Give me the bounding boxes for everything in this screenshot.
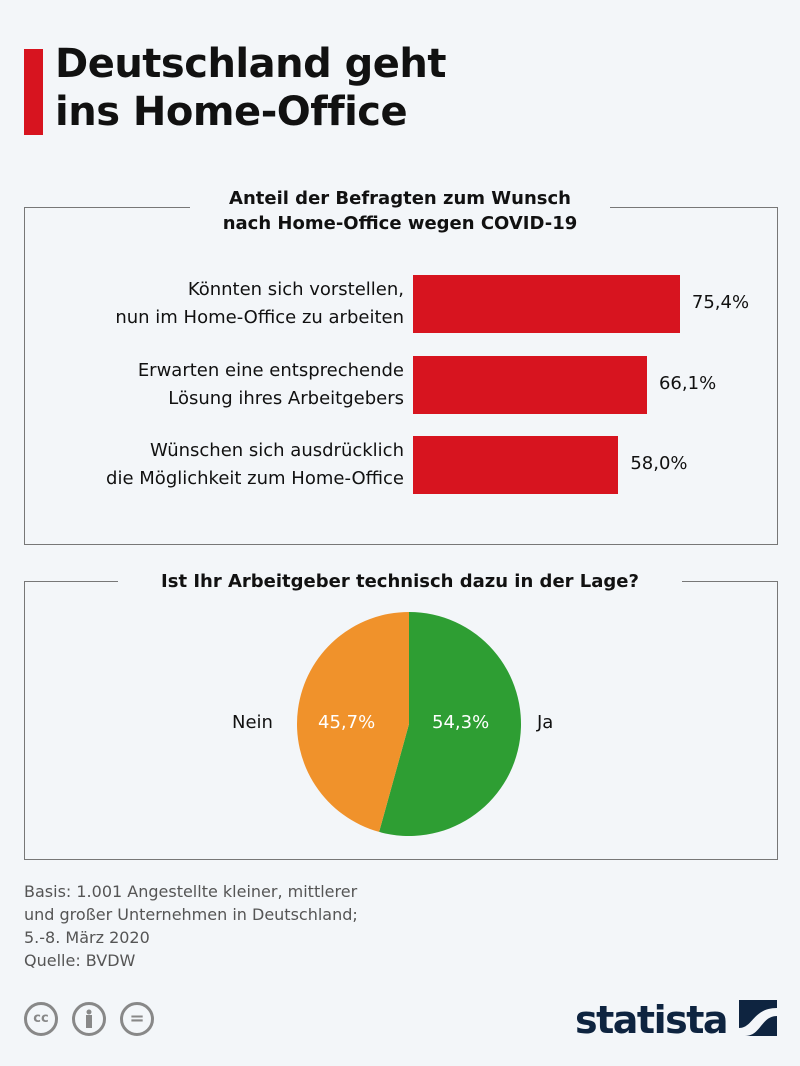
bar-category-label: Wünschen sich ausdrücklich die Möglichke… (106, 440, 404, 489)
bar (413, 436, 619, 494)
pie-slice-nein (296, 612, 409, 832)
title-accent-bar (24, 49, 43, 135)
bar-value-label: 75,4% (691, 292, 750, 313)
bar-chart-title: Anteil der Befragten zum Wunsch nach Hom… (190, 186, 610, 236)
bar (413, 275, 680, 333)
cc-icon: cc (24, 1002, 58, 1036)
nd-icon: = (120, 1002, 154, 1036)
pie-slice-ja (379, 612, 521, 836)
bar-category-label: Erwarten eine entsprechende Lösung ihres… (137, 360, 404, 409)
pie-value-ja: 54,3% (432, 712, 490, 733)
page-title: Deutschland geht ins Home-Office (55, 41, 447, 135)
bar-value-label: 58,0% (630, 453, 688, 474)
bar (413, 356, 647, 414)
pie-label-nein: Nein (232, 712, 273, 733)
logo-text: statista (575, 998, 729, 1042)
bar-value-label: 66,1% (658, 373, 717, 394)
footnote: Basis: 1.001 Angestellte kleiner, mittle… (24, 882, 358, 970)
statista-logo: statista (575, 998, 777, 1042)
statista-logo-icon (738, 1000, 777, 1036)
bar-category-label: Könnten sich vorstellen, nun im Home-Off… (115, 279, 404, 328)
pie-value-nein: 45,7% (318, 712, 376, 733)
pie-chart-title: Ist Ihr Arbeitgeber technisch dazu in de… (118, 569, 682, 594)
pie-label-ja: Ja (537, 712, 554, 733)
by-icon (72, 1002, 106, 1036)
